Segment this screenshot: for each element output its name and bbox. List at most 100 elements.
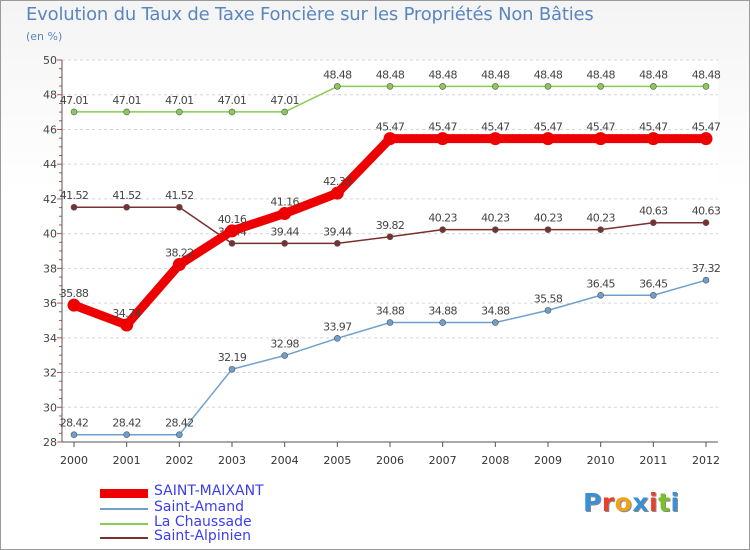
data-label-saint-amand: 28.42 xyxy=(165,417,194,430)
data-point-saint-amand xyxy=(650,291,657,299)
data-label-saint-alpinien: 40.63 xyxy=(639,205,668,218)
y-tick-label: 40 xyxy=(43,228,57,241)
data-point-saint-alpinien xyxy=(702,219,710,226)
legend-label: Saint-Alpinien xyxy=(154,528,251,544)
data-label-saint-alpinien: 40.23 xyxy=(534,212,563,225)
data-point-la-chaussade xyxy=(702,83,710,90)
data-point-saint-alpinien xyxy=(544,226,552,233)
x-tick-label: 2000 xyxy=(60,454,88,467)
data-point-saint-amand xyxy=(439,319,446,326)
data-point-saint-amand xyxy=(386,319,394,326)
data-label-la-chaussade: 48.48 xyxy=(586,68,615,81)
data-point-la-chaussade xyxy=(439,83,446,90)
data-point-saint-alpinien xyxy=(386,233,394,241)
y-tick-label: 38 xyxy=(43,262,57,275)
y-tick-label: 48 xyxy=(43,89,57,102)
data-point-saint-amand xyxy=(123,431,130,439)
data-point-saint-alpinien xyxy=(176,203,183,211)
data-point-la-chaussade xyxy=(492,83,499,90)
data-point-saint-alpinien xyxy=(439,226,446,233)
data-label-saint-maixant: 45.47 xyxy=(376,121,405,134)
data-label-saint-amand: 32.98 xyxy=(270,338,299,351)
legend-swatch xyxy=(100,488,148,498)
y-tick-label: 36 xyxy=(43,297,57,310)
data-label-la-chaussade: 47.01 xyxy=(270,94,299,107)
x-tick-label: 2011 xyxy=(639,454,667,467)
data-point-saint-maixant xyxy=(594,132,608,146)
x-tick-label: 2009 xyxy=(534,454,562,467)
x-tick-label: 2003 xyxy=(218,454,246,467)
data-label-saint-maixant: 42.33 xyxy=(323,175,352,188)
data-point-saint-amand xyxy=(544,307,552,314)
data-point-saint-alpinien xyxy=(228,240,236,247)
data-label-la-chaussade: 47.01 xyxy=(60,94,89,107)
data-point-saint-amand xyxy=(334,335,341,342)
data-label-la-chaussade: 48.48 xyxy=(534,68,563,81)
legend-swatch xyxy=(100,508,148,510)
data-label-la-chaussade: 47.01 xyxy=(112,94,141,107)
y-tick-label: 30 xyxy=(43,401,57,414)
data-point-saint-alpinien xyxy=(597,226,604,233)
data-label-saint-amand: 33.97 xyxy=(323,320,352,333)
data-point-saint-alpinien xyxy=(281,240,288,247)
data-point-saint-alpinien xyxy=(70,203,78,211)
data-point-la-chaussade xyxy=(544,83,552,90)
proxiti-logo: Proxiti xyxy=(583,488,680,517)
legend-swatch xyxy=(100,523,148,525)
y-tick-label: 50 xyxy=(43,54,57,67)
data-label-saint-maixant: 45.47 xyxy=(586,121,615,134)
data-label-saint-alpinien: 40.23 xyxy=(586,212,615,225)
x-tick-label: 2005 xyxy=(323,454,351,467)
data-label-saint-amand: 34.88 xyxy=(481,305,510,318)
data-label-saint-maixant: 45.47 xyxy=(428,121,457,134)
chart-title: Evolution du Taux de Taxe Foncière sur l… xyxy=(26,4,594,25)
x-tick-label: 2004 xyxy=(271,454,299,467)
data-label-saint-maixant: 45.47 xyxy=(639,121,668,134)
data-label-saint-alpinien: 41.52 xyxy=(60,189,89,202)
data-point-saint-alpinien xyxy=(650,219,657,226)
data-label-saint-amand: 37.32 xyxy=(692,262,721,275)
data-point-la-chaussade xyxy=(386,83,394,90)
y-tick-label: 32 xyxy=(43,367,57,380)
data-point-la-chaussade xyxy=(281,108,288,116)
data-point-saint-maixant xyxy=(120,318,134,332)
data-label-saint-alpinien: 39.44 xyxy=(270,225,299,238)
y-tick-label: 28 xyxy=(43,436,57,449)
data-point-saint-amand xyxy=(281,352,288,359)
data-label-saint-amand: 34.88 xyxy=(428,305,457,318)
y-tick-label: 44 xyxy=(43,158,57,171)
data-point-saint-maixant xyxy=(699,132,713,146)
data-point-saint-maixant xyxy=(67,298,81,312)
plot-area xyxy=(62,60,718,442)
data-label-saint-alpinien: 41.52 xyxy=(112,189,141,202)
x-tick-label: 2012 xyxy=(692,454,720,467)
data-point-la-chaussade xyxy=(597,83,604,90)
x-tick-label: 2001 xyxy=(113,454,141,467)
data-label-saint-maixant: 45.47 xyxy=(481,121,510,134)
data-label-la-chaussade: 47.01 xyxy=(165,94,194,107)
data-point-saint-maixant xyxy=(646,132,660,146)
data-point-saint-amand xyxy=(597,291,604,299)
data-label-saint-alpinien: 41.52 xyxy=(165,189,194,202)
data-label-la-chaussade: 48.48 xyxy=(639,68,668,81)
data-label-saint-maixant: 41.16 xyxy=(270,195,299,208)
data-point-la-chaussade xyxy=(650,83,657,90)
data-point-la-chaussade xyxy=(70,108,78,116)
data-label-saint-amand: 36.45 xyxy=(639,277,668,290)
y-unit-label: (en %) xyxy=(26,30,63,43)
data-label-la-chaussade: 48.48 xyxy=(428,68,457,81)
data-point-la-chaussade xyxy=(123,108,130,116)
data-point-saint-amand xyxy=(70,431,78,439)
data-label-saint-maixant: 35.88 xyxy=(60,287,89,300)
data-label-saint-alpinien: 39.44 xyxy=(323,225,352,238)
data-label-saint-alpinien: 40.63 xyxy=(692,205,721,218)
data-label-la-chaussade: 48.48 xyxy=(692,68,721,81)
data-point-saint-amand xyxy=(492,319,499,326)
x-tick-label: 2010 xyxy=(587,454,615,467)
legend-label: La Chaussade xyxy=(154,514,252,530)
data-label-saint-alpinien: 40.23 xyxy=(481,212,510,225)
data-label-saint-alpinien: 39.82 xyxy=(376,219,405,232)
data-label-saint-amand: 28.42 xyxy=(112,417,141,430)
data-label-la-chaussade: 48.48 xyxy=(481,68,510,81)
